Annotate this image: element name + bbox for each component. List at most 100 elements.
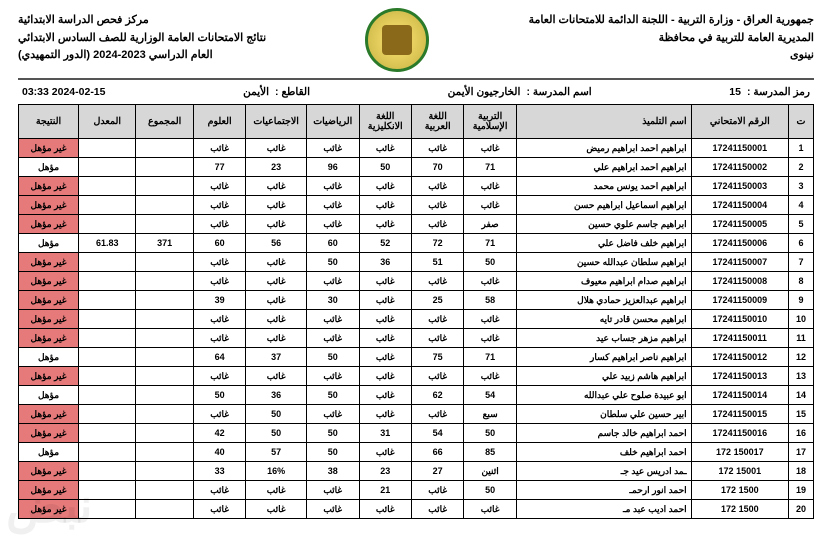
cell-score: 56 [246,234,307,253]
table-row: 1517241150015ابير حسين علي سلطانسبعغائبغ… [19,405,814,424]
cell-result: غير مؤهل [19,215,79,234]
cell-sum [136,405,193,424]
cell-name: ابراهيم صدام ابراهيم معيوف [516,272,691,291]
cell-avg [79,405,136,424]
cell-avg [79,500,136,519]
cell-score: 31 [359,424,411,443]
cell-score: غائب [193,139,245,158]
cell-result: غير مؤهل [19,481,79,500]
cell-result: غير مؤهل [19,329,79,348]
cell-exam: 17241150015 [691,405,788,424]
cell-score: 16% [246,462,307,481]
cell-score: غائب [464,329,516,348]
cell-idx: 12 [789,348,814,367]
meta-code-value: 15 [729,86,741,98]
meta-name-label: اسم المدرسة : [526,86,591,98]
table-row: 1317241150013ابراهيم هاشم زبيد عليغائبغا… [19,367,814,386]
cell-score: غائب [464,367,516,386]
cell-sum [136,500,193,519]
cell-score: غائب [411,405,463,424]
cell-exam: 17241150016 [691,424,788,443]
cell-score: غائب [359,329,411,348]
cell-score: 23 [359,462,411,481]
cell-exam: 17241150014 [691,386,788,405]
cell-score: غائب [411,272,463,291]
cell-score: غائب [193,500,245,519]
cell-exam: 150017 172 [691,443,788,462]
cell-score: غائب [411,196,463,215]
cell-score: 50 [306,348,359,367]
table-row: 1017241150010ابراهيم محسن قادر تايهغائبغ… [19,310,814,329]
table-row: 1617241150016احمد ابراهيم خالد جاسم50543… [19,424,814,443]
table-row: 117241150001ابراهيم احمد ابراهيم رميضغائ… [19,139,814,158]
cell-score: غائب [359,196,411,215]
page-header: جمهورية العراق - وزارة التربية - اللجنة … [18,12,814,72]
cell-idx: 14 [789,386,814,405]
hl-line1: مركز فحص الدراسة الابتدائية [18,12,266,30]
cell-sum [136,291,193,310]
cell-score: غائب [411,215,463,234]
cell-score: غائب [246,177,307,196]
cell-avg [79,443,136,462]
col-avg: المعدل [79,105,136,139]
cell-result: غير مؤهل [19,367,79,386]
cell-score: غائب [193,253,245,272]
col-res: النتيجة [19,105,79,139]
cell-sum [136,196,193,215]
cell-score: غائب [411,500,463,519]
cell-avg [79,253,136,272]
cell-score: سبع [464,405,516,424]
cell-score: غائب [193,177,245,196]
cell-sum [136,215,193,234]
cell-name: ـمد ادريس عيد جـ [516,462,691,481]
cell-score: 51 [411,253,463,272]
cell-score: غائب [306,405,359,424]
cell-score: غائب [411,310,463,329]
cell-score: غائب [411,367,463,386]
cell-sum [136,253,193,272]
cell-avg [79,386,136,405]
cell-score: غائب [306,481,359,500]
cell-idx: 9 [789,291,814,310]
cell-score: 66 [411,443,463,462]
cell-result: غير مؤهل [19,253,79,272]
table-row: 1117241150011ابراهيم مزهر جساب عيدغائبغا… [19,329,814,348]
cell-score: غائب [246,139,307,158]
cell-score: غائب [464,310,516,329]
cell-score: غائب [306,139,359,158]
cell-avg [79,481,136,500]
cell-result: مؤهل [19,348,79,367]
cell-sum [136,272,193,291]
cell-score: 52 [359,234,411,253]
table-row: 17150017 172احمد ابراهيم خلف8566غائب5057… [19,443,814,462]
cell-score: 50 [464,253,516,272]
cell-score: 37 [246,348,307,367]
cell-score: 50 [306,253,359,272]
cell-score: 30 [306,291,359,310]
cell-result: مؤهل [19,234,79,253]
cell-score: غائب [193,215,245,234]
meta-code-label: رمز المدرسة : [747,86,810,98]
hr-line1: جمهورية العراق - وزارة التربية - اللجنة … [529,12,814,30]
cell-exam: 17241150003 [691,177,788,196]
cell-score: 58 [464,291,516,310]
cell-exam: 17241150011 [691,329,788,348]
cell-avg [79,177,136,196]
cell-score: 21 [359,481,411,500]
cell-score: 57 [246,443,307,462]
cell-score: غائب [246,310,307,329]
cell-result: مؤهل [19,158,79,177]
cell-score: غائب [306,177,359,196]
cell-exam: 17241150005 [691,215,788,234]
cell-idx: 1 [789,139,814,158]
cell-sum: 371 [136,234,193,253]
cell-name: احمد ابراهيم خلف [516,443,691,462]
cell-result: غير مؤهل [19,196,79,215]
cell-avg [79,291,136,310]
cell-idx: 6 [789,234,814,253]
meta-name-value: الخارجيون الأيمن [448,86,521,98]
cell-score: اثنين [464,462,516,481]
cell-idx: 19 [789,481,814,500]
table-body: 117241150001ابراهيم احمد ابراهيم رميضغائ… [19,139,814,519]
cell-score: غائب [193,367,245,386]
